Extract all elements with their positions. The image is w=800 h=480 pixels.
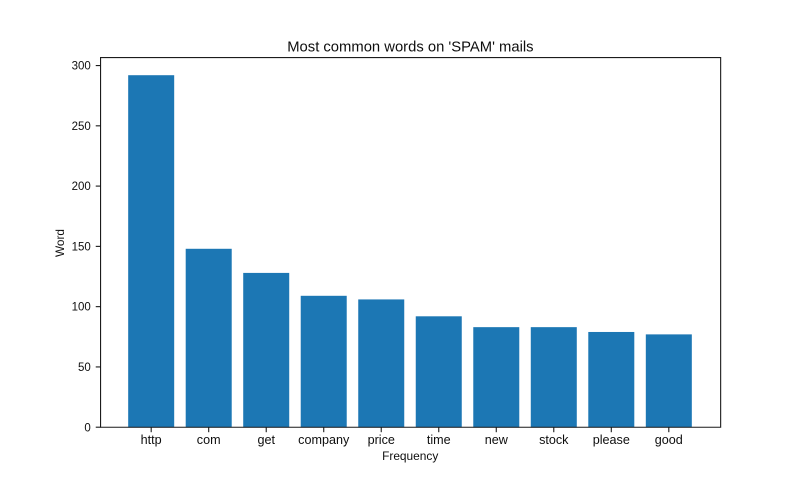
svg-text:Frequency: Frequency	[382, 449, 438, 463]
svg-text:100: 100	[72, 302, 91, 314]
svg-text:stock: stock	[539, 433, 569, 447]
svg-text:price: price	[368, 433, 395, 447]
svg-text:250: 250	[72, 121, 91, 133]
svg-text:Most common words on 'SPAM' ma: Most common words on 'SPAM' mails	[287, 39, 533, 55]
svg-text:150: 150	[72, 241, 91, 253]
svg-text:please: please	[593, 433, 630, 447]
svg-text:time: time	[427, 433, 451, 447]
svg-text:company: company	[298, 433, 350, 447]
svg-text:50: 50	[78, 362, 91, 374]
svg-text:com: com	[197, 433, 221, 447]
svg-text:0: 0	[84, 422, 90, 434]
svg-text:http: http	[141, 433, 162, 447]
svg-text:new: new	[485, 433, 509, 447]
svg-text:Word: Word	[53, 229, 67, 257]
svg-text:good: good	[655, 433, 683, 447]
svg-text:200: 200	[72, 181, 91, 193]
svg-text:300: 300	[72, 61, 91, 73]
svg-text:get: get	[257, 433, 275, 447]
